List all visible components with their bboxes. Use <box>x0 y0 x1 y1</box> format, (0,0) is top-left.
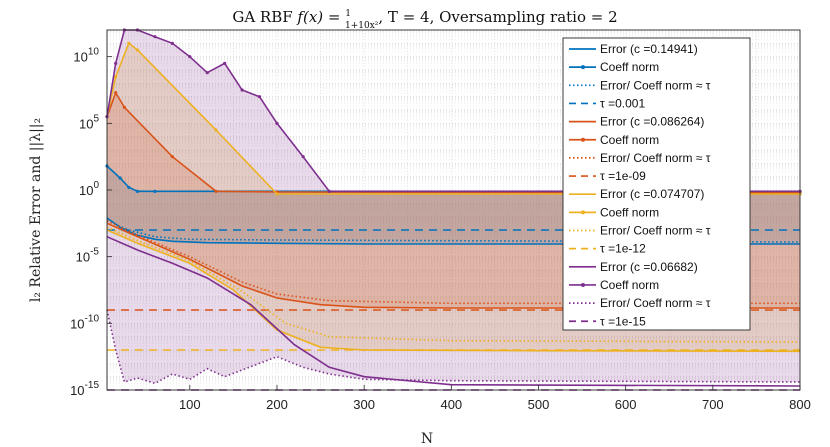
x-tick-label: 200 <box>266 397 288 412</box>
legend-label-tau: τ =1e-09 <box>600 169 646 183</box>
coeff-norm-point <box>153 35 157 39</box>
coeff-norm-point <box>122 105 127 109</box>
x-tick-label: 400 <box>440 397 462 412</box>
coeff-norm-point <box>240 88 244 92</box>
x-tick-label: 300 <box>353 397 375 412</box>
x-tick-label: 700 <box>702 397 724 412</box>
legend-marker <box>581 137 585 142</box>
coeff-norm-point <box>257 95 262 99</box>
coeff-norm-point <box>214 189 218 193</box>
legend-box <box>562 37 751 331</box>
legend-label-coeff: Coeff norm <box>600 133 659 147</box>
legend-label-ratio: Error/ Coeff norm ≈ τ <box>600 296 711 310</box>
coeff-norm-point <box>114 61 118 65</box>
x-tick-label: 800 <box>789 397 811 412</box>
series-group <box>105 41 802 353</box>
x-tick-label: 600 <box>615 397 637 412</box>
legend-marker <box>581 282 585 287</box>
chart-title: GA RBF f(x) = 1 1+10x², T = 4, Oversampli… <box>232 8 617 31</box>
coeff-norm-point <box>327 189 331 193</box>
legend-label-coeff: Coeff norm <box>600 60 659 74</box>
coeff-norm-point <box>301 155 305 159</box>
coeff-norm-point <box>114 75 118 79</box>
error-line <box>106 222 800 309</box>
title-prefix: GA RBF <box>232 8 297 26</box>
legend-label-ratio: Error/ Coeff norm ≈ τ <box>600 224 711 238</box>
coeff-norm-point <box>170 155 174 159</box>
y-tick-label: 105 <box>79 113 99 131</box>
legend-label-error: Error (c =0.14941) <box>600 42 698 56</box>
coeff-norm-point <box>170 41 174 45</box>
legend-label-ratio: Error/ Coeff norm ≈ τ <box>600 151 711 165</box>
coeff-norm-point <box>114 91 118 95</box>
y-tick-label: 1010 <box>73 47 99 65</box>
legend-label-tau: τ =0.001 <box>600 96 645 110</box>
coeff-norm-point <box>127 41 131 45</box>
coeff-norm-point <box>205 71 209 75</box>
legend-label-tau: τ =1e-12 <box>600 242 646 256</box>
x-tick-label: 500 <box>528 397 550 412</box>
error-line <box>106 229 801 353</box>
y-axis-label: l₂ Relative Error and ||λ||₂ <box>28 118 44 302</box>
coeff-norm-point <box>118 176 122 180</box>
x-tick-label: 100 <box>179 397 201 412</box>
error-line <box>106 235 801 387</box>
coeff-norm-point <box>127 185 131 189</box>
title-suffix: , T = 4, Oversampling ratio = 2 <box>378 8 617 26</box>
coeff-norm-point <box>135 189 140 193</box>
y-tick-label: 10-5 <box>76 247 100 265</box>
legend-label-coeff: Coeff norm <box>600 278 659 292</box>
title-fx: f(x) = <box>296 8 345 26</box>
legend: Error (c =0.14941) Coeff norm Error/ Coeff… <box>562 37 751 331</box>
axes-box <box>106 29 801 391</box>
coeff-norm-point <box>188 55 192 59</box>
coeff-norm-point <box>223 61 227 65</box>
legend-marker <box>581 210 585 215</box>
x-axis-label: N <box>421 431 433 447</box>
legend-label-tau: τ =1e-15 <box>600 314 646 328</box>
coeff-norm-point <box>135 48 140 52</box>
ratio-line <box>106 226 801 343</box>
legend-label-error: Error (c =0.074707) <box>600 187 704 201</box>
title-frac-den: 1+10x² <box>345 21 379 31</box>
legend-label-coeff: Coeff norm <box>600 205 659 219</box>
y-tick-label: 10-15 <box>70 380 99 398</box>
legend-label-ratio: Error/ Coeff norm ≈ τ <box>600 78 711 92</box>
legend-label-error: Error (c =0.06682) <box>600 260 698 274</box>
y-tick-label: 10-10 <box>70 313 99 331</box>
coeff-norm-point <box>153 189 157 193</box>
coeff-norm-point <box>275 192 279 196</box>
title-frac-num: 1 <box>345 9 351 19</box>
legend-label-error: Error (c =0.086264) <box>600 115 704 129</box>
legend-marker <box>581 65 585 70</box>
coeff-norm-point <box>275 121 279 125</box>
ratio-line <box>106 309 801 385</box>
coeff-norm-point <box>214 128 218 132</box>
y-tick-label: 100 <box>79 180 99 198</box>
